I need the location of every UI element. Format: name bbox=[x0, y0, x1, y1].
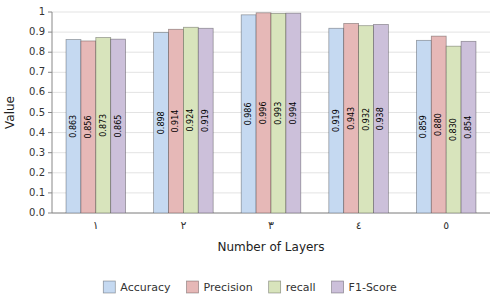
data-label: 0.856 bbox=[84, 116, 93, 139]
y-tick bbox=[48, 52, 52, 53]
bars bbox=[66, 13, 476, 213]
y-axis-line bbox=[52, 12, 53, 213]
y-tick bbox=[48, 12, 52, 13]
axes: 0.0 0.1 0.2 0.3 0.4 0.5 0.6 0.7 0.8 0.9 1 ١ ٢ ٣ ٤ ٥ bbox=[29, 6, 490, 232]
bar bbox=[96, 38, 111, 213]
data-label: 0.863 bbox=[69, 115, 78, 138]
bar bbox=[431, 36, 446, 213]
data-label: 0.919 bbox=[332, 109, 341, 132]
data-label: 0.932 bbox=[362, 108, 371, 131]
y-tick-label: 0.9 bbox=[29, 26, 45, 37]
legend-swatch bbox=[269, 281, 281, 293]
data-label: 0.914 bbox=[171, 110, 180, 133]
y-tick-label: 1 bbox=[39, 6, 45, 17]
data-label: 0.854 bbox=[464, 116, 473, 139]
y-tick bbox=[48, 172, 52, 173]
grid-line bbox=[52, 12, 490, 13]
y-tick-label: 0.6 bbox=[29, 86, 45, 97]
page-body: {"chart_data": {"type": "bar", "xlabel":… bbox=[0, 0, 500, 305]
y-tick bbox=[48, 152, 52, 153]
x-tick-label: ٢ bbox=[180, 219, 186, 232]
x-tick-label: ٥ bbox=[443, 219, 449, 232]
y-tick-label: 0.4 bbox=[29, 127, 45, 138]
y-tick bbox=[48, 192, 52, 193]
x-tick-label: ٣ bbox=[268, 219, 274, 232]
y-tick bbox=[48, 92, 52, 93]
y-tick-label: 0.5 bbox=[29, 107, 45, 118]
bar bbox=[183, 27, 198, 213]
page: Chart html, body { margin: 0; padding: 0… bbox=[0, 0, 500, 305]
y-axis-title: Value bbox=[3, 96, 17, 129]
y-tick-label: 0.7 bbox=[29, 66, 45, 77]
bar bbox=[329, 28, 344, 213]
y-tick bbox=[48, 132, 52, 133]
x-axis-title: Number of Layers bbox=[217, 240, 324, 254]
bar bbox=[169, 29, 184, 213]
data-label: 0.993 bbox=[274, 102, 283, 125]
legend-item: recall bbox=[269, 281, 316, 294]
y-tick-label: 0.3 bbox=[29, 147, 45, 158]
bar bbox=[198, 28, 213, 213]
legend-label: recall bbox=[286, 281, 316, 294]
bar bbox=[111, 39, 126, 213]
y-grid bbox=[52, 12, 490, 213]
bar bbox=[446, 46, 461, 213]
data-label: 0.880 bbox=[434, 113, 443, 136]
bar bbox=[256, 13, 271, 213]
legend-swatch bbox=[332, 281, 344, 293]
bar bbox=[416, 40, 431, 213]
y-tick bbox=[48, 213, 52, 214]
y-tick bbox=[48, 32, 52, 33]
bar bbox=[154, 33, 169, 213]
data-label: 0.919 bbox=[201, 109, 210, 132]
legend: Accuracy Precision recall F1-Score bbox=[103, 281, 397, 294]
y-tick-label: 0.1 bbox=[29, 187, 45, 198]
data-label: 0.873 bbox=[99, 114, 108, 137]
data-label: 0.996 bbox=[259, 101, 268, 124]
bar bbox=[461, 41, 476, 213]
chart: 0.0 0.1 0.2 0.3 0.4 0.5 0.6 0.7 0.8 0.9 1 ١ ٢ ٣ ٤ ٥ 0.86… bbox=[0, 0, 500, 305]
x-tick-label: ٤ bbox=[356, 219, 362, 232]
legend-label: Precision bbox=[204, 281, 253, 294]
bar bbox=[66, 40, 81, 213]
legend-swatch bbox=[187, 281, 199, 293]
y-tick-label: 0.0 bbox=[29, 207, 45, 218]
legend-item: Accuracy bbox=[103, 281, 171, 294]
bar bbox=[81, 41, 96, 213]
data-labels: 0.863 0.898 0.986 0.919 0.859 0.856 0.914 0.996… bbox=[69, 101, 473, 141]
data-label: 0.994 bbox=[289, 102, 298, 125]
data-label: 0.986 bbox=[244, 102, 253, 125]
bar bbox=[241, 15, 256, 213]
data-label: 0.938 bbox=[376, 107, 385, 130]
x-tick-label: ١ bbox=[93, 219, 99, 232]
data-label: 0.859 bbox=[419, 115, 428, 138]
y-tick bbox=[48, 112, 52, 113]
data-label: 0.924 bbox=[186, 109, 195, 132]
bar bbox=[271, 13, 286, 213]
y-tick-label: 0.8 bbox=[29, 46, 45, 57]
bar bbox=[373, 24, 388, 213]
y-tick bbox=[48, 72, 52, 73]
legend-label: F1-Score bbox=[349, 281, 397, 294]
data-label: 0.943 bbox=[347, 107, 356, 130]
data-label: 0.865 bbox=[114, 115, 123, 138]
bar bbox=[344, 23, 359, 213]
legend-label: Accuracy bbox=[120, 281, 171, 294]
legend-item: Precision bbox=[187, 281, 253, 294]
bar bbox=[286, 13, 301, 213]
data-label: 0.830 bbox=[449, 118, 458, 141]
data-label: 0.898 bbox=[157, 111, 166, 134]
legend-swatch bbox=[103, 281, 115, 293]
bar bbox=[359, 26, 374, 213]
legend-item: F1-Score bbox=[332, 281, 397, 294]
y-tick-label: 0.2 bbox=[29, 167, 45, 178]
